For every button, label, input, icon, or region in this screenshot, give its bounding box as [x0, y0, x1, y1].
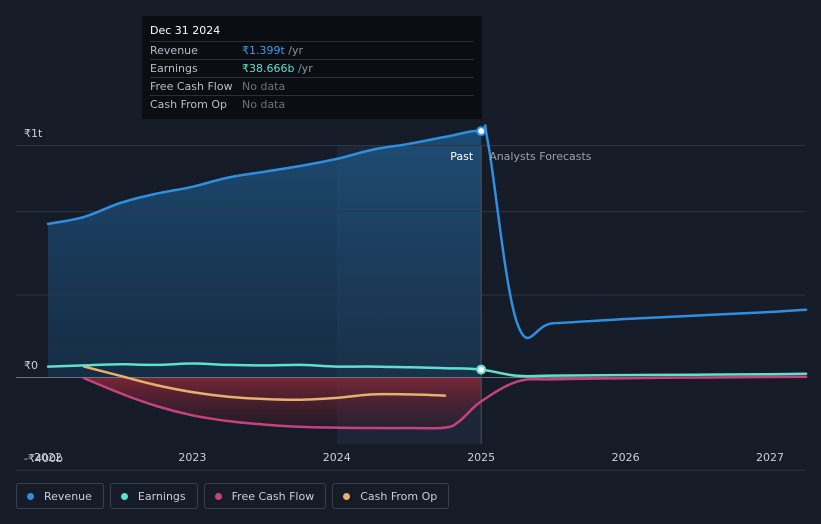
legend-item-cash-from-op[interactable]: Cash From Op	[332, 483, 450, 509]
legend-label: Earnings	[137, 489, 186, 503]
tooltip-value: ₹38.666b	[242, 62, 295, 75]
legend-label: Revenue	[44, 489, 92, 503]
revenue-area	[48, 131, 482, 377]
y-tick-label: ₹0	[24, 359, 38, 372]
legend: Revenue Earnings Free Cash Flow Cash Fro…	[16, 483, 450, 509]
legend-label: Free Cash Flow	[231, 489, 315, 503]
tooltip: Dec 31 2024 Revenue ₹1.399t /yr Earnings…	[142, 16, 482, 119]
tooltip-value: ₹1.399t	[242, 44, 285, 57]
y-tick-label: -₹400b	[24, 452, 63, 465]
free-cash-flow-dot-icon	[214, 492, 222, 500]
tooltip-label: Revenue	[150, 44, 198, 57]
tooltip-row-cash-from-op: Cash From Op No data	[150, 95, 474, 113]
x-tick-label: 2023	[178, 451, 206, 464]
tooltip-label: Free Cash Flow	[150, 80, 233, 93]
tooltip-row-revenue: Revenue ₹1.399t /yr	[150, 41, 474, 59]
revenue-line	[46, 124, 808, 340]
tooltip-row-free-cash-flow: Free Cash Flow No data	[150, 77, 474, 95]
tooltip-value: No data	[242, 80, 286, 93]
legend-label: Cash From Op	[360, 489, 438, 503]
tooltip-label: Earnings	[150, 62, 198, 75]
x-tick-label: 2026	[612, 451, 640, 464]
y-tick-label: ₹1t	[24, 127, 43, 140]
earnings-line	[46, 362, 808, 378]
tooltip-date: Dec 31 2024	[150, 24, 221, 37]
tooltip-unit: /yr	[294, 62, 313, 75]
past-label: Past	[450, 150, 474, 163]
free-cash-flow-line	[82, 375, 808, 430]
tooltip-unit: /yr	[284, 44, 304, 57]
earnings-marker	[476, 364, 487, 375]
tooltip-value: No data	[242, 98, 286, 111]
legend-item-earnings[interactable]: Earnings	[109, 483, 198, 509]
forecast-label: Analysts Forecasts	[489, 150, 592, 163]
x-tick-label: 2027	[756, 451, 784, 464]
x-tick-label: 2025	[467, 451, 495, 464]
legend-item-free-cash-flow[interactable]: Free Cash Flow	[203, 483, 327, 509]
legend-item-revenue[interactable]: Revenue	[16, 483, 104, 509]
cash-from-op-line	[82, 365, 447, 402]
x-tick-label: 2022	[34, 451, 62, 464]
x-tick-label: 2024	[323, 451, 351, 464]
cash-from-op-dot-icon	[343, 492, 351, 500]
tooltip-row-earnings: Earnings ₹38.666b /yr	[150, 59, 474, 77]
revenue-dot-icon	[27, 492, 34, 500]
earnings-dot-icon	[120, 492, 128, 500]
revenue-marker	[476, 126, 487, 137]
tooltip-label: Cash From Op	[150, 98, 228, 111]
